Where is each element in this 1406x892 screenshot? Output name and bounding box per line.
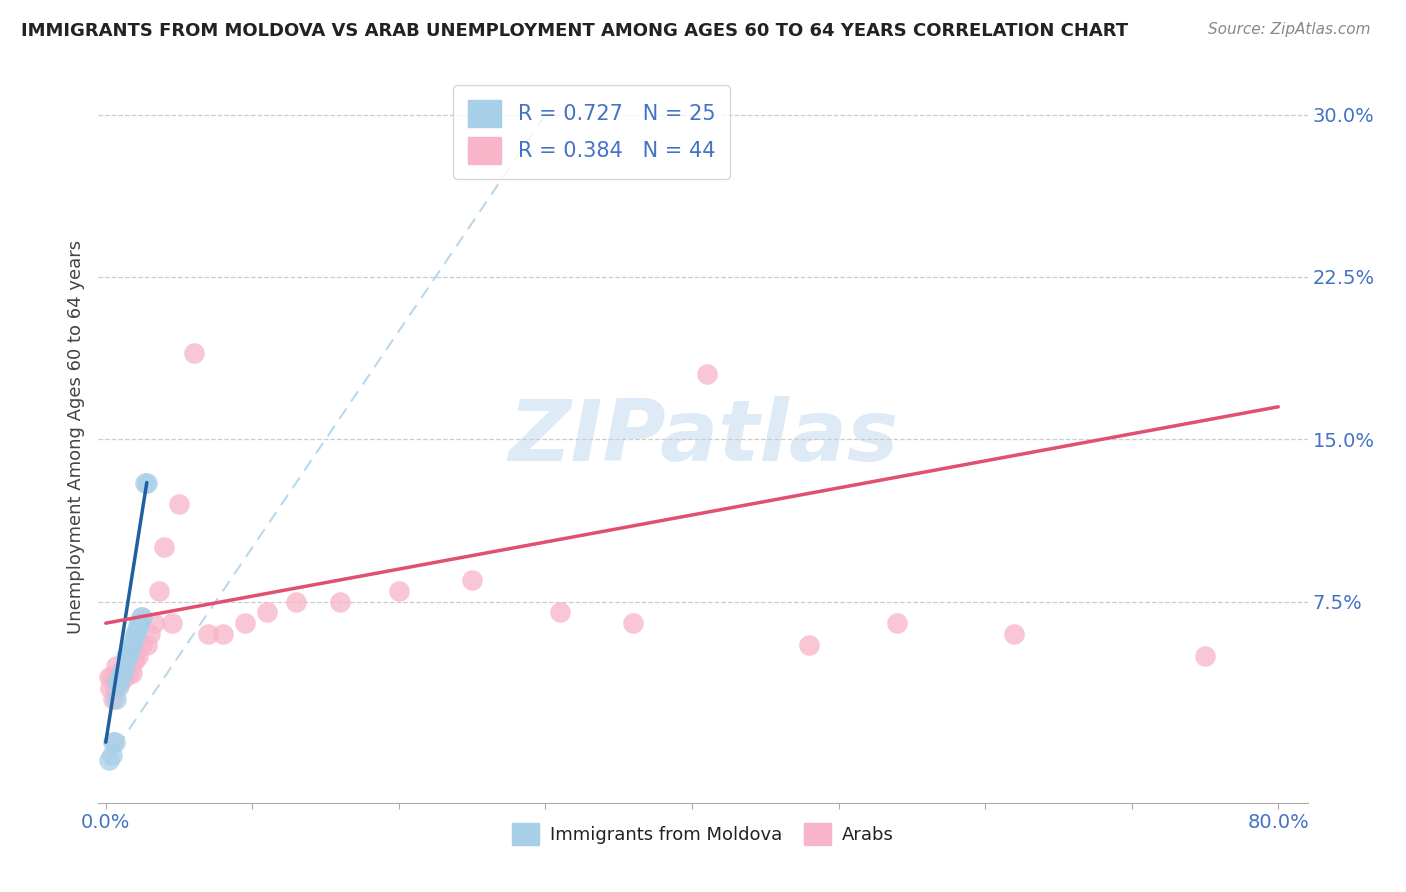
Point xyxy=(121,638,143,652)
Point xyxy=(105,659,128,673)
Point xyxy=(118,665,141,680)
Point xyxy=(127,648,149,663)
Point xyxy=(329,594,352,608)
Point xyxy=(114,670,136,684)
Point xyxy=(696,368,718,382)
Point xyxy=(197,627,219,641)
Point xyxy=(118,644,141,658)
Point xyxy=(107,670,129,684)
Text: ZIPatlas: ZIPatlas xyxy=(508,395,898,479)
Point xyxy=(183,345,205,359)
Point xyxy=(1004,627,1026,641)
Point xyxy=(135,475,157,490)
Point xyxy=(103,681,125,695)
Point xyxy=(115,648,138,663)
Point xyxy=(117,648,139,663)
Point xyxy=(135,638,157,652)
Point xyxy=(212,627,235,641)
Point xyxy=(233,616,256,631)
Text: IMMIGRANTS FROM MOLDOVA VS ARAB UNEMPLOYMENT AMONG AGES 60 TO 64 YEARS CORRELATI: IMMIGRANTS FROM MOLDOVA VS ARAB UNEMPLOY… xyxy=(21,22,1128,40)
Point xyxy=(621,616,644,631)
Point xyxy=(160,616,183,631)
Point xyxy=(122,632,145,646)
Point xyxy=(131,609,153,624)
Y-axis label: Unemployment Among Ages 60 to 64 years: Unemployment Among Ages 60 to 64 years xyxy=(66,240,84,634)
Point xyxy=(110,670,132,684)
Point xyxy=(107,674,129,689)
Point xyxy=(111,670,134,684)
Point xyxy=(111,665,134,680)
Point xyxy=(97,670,120,684)
Point xyxy=(112,665,135,680)
Point xyxy=(153,541,176,555)
Point xyxy=(886,616,908,631)
Point xyxy=(105,692,128,706)
Point xyxy=(110,674,132,689)
Point xyxy=(122,648,145,663)
Point xyxy=(129,609,152,624)
Point xyxy=(461,573,484,587)
Point xyxy=(138,627,160,641)
Point xyxy=(285,594,308,608)
Point xyxy=(100,748,122,763)
Point xyxy=(256,606,278,620)
Point xyxy=(101,692,124,706)
Legend: Immigrants from Moldova, Arabs: Immigrants from Moldova, Arabs xyxy=(505,816,901,852)
Point xyxy=(103,735,125,749)
Point xyxy=(124,653,146,667)
Point xyxy=(112,665,135,680)
Point xyxy=(131,638,153,652)
Point xyxy=(117,653,139,667)
Point xyxy=(124,627,146,641)
Point xyxy=(98,681,121,695)
Point xyxy=(120,640,142,654)
Point xyxy=(97,752,120,766)
Point xyxy=(1194,648,1216,663)
Point xyxy=(548,606,571,620)
Point xyxy=(799,638,821,652)
Point xyxy=(148,583,170,598)
Point xyxy=(143,616,166,631)
Point xyxy=(115,659,138,673)
Point xyxy=(108,679,131,693)
Point xyxy=(128,616,150,631)
Point xyxy=(101,735,124,749)
Point xyxy=(100,670,122,684)
Point xyxy=(388,583,411,598)
Point xyxy=(120,659,142,673)
Point xyxy=(108,665,131,680)
Point xyxy=(121,665,143,680)
Point xyxy=(125,623,148,637)
Point xyxy=(167,497,190,511)
Text: Source: ZipAtlas.com: Source: ZipAtlas.com xyxy=(1208,22,1371,37)
Point xyxy=(114,659,136,673)
Point xyxy=(127,618,149,632)
Point xyxy=(134,475,156,490)
